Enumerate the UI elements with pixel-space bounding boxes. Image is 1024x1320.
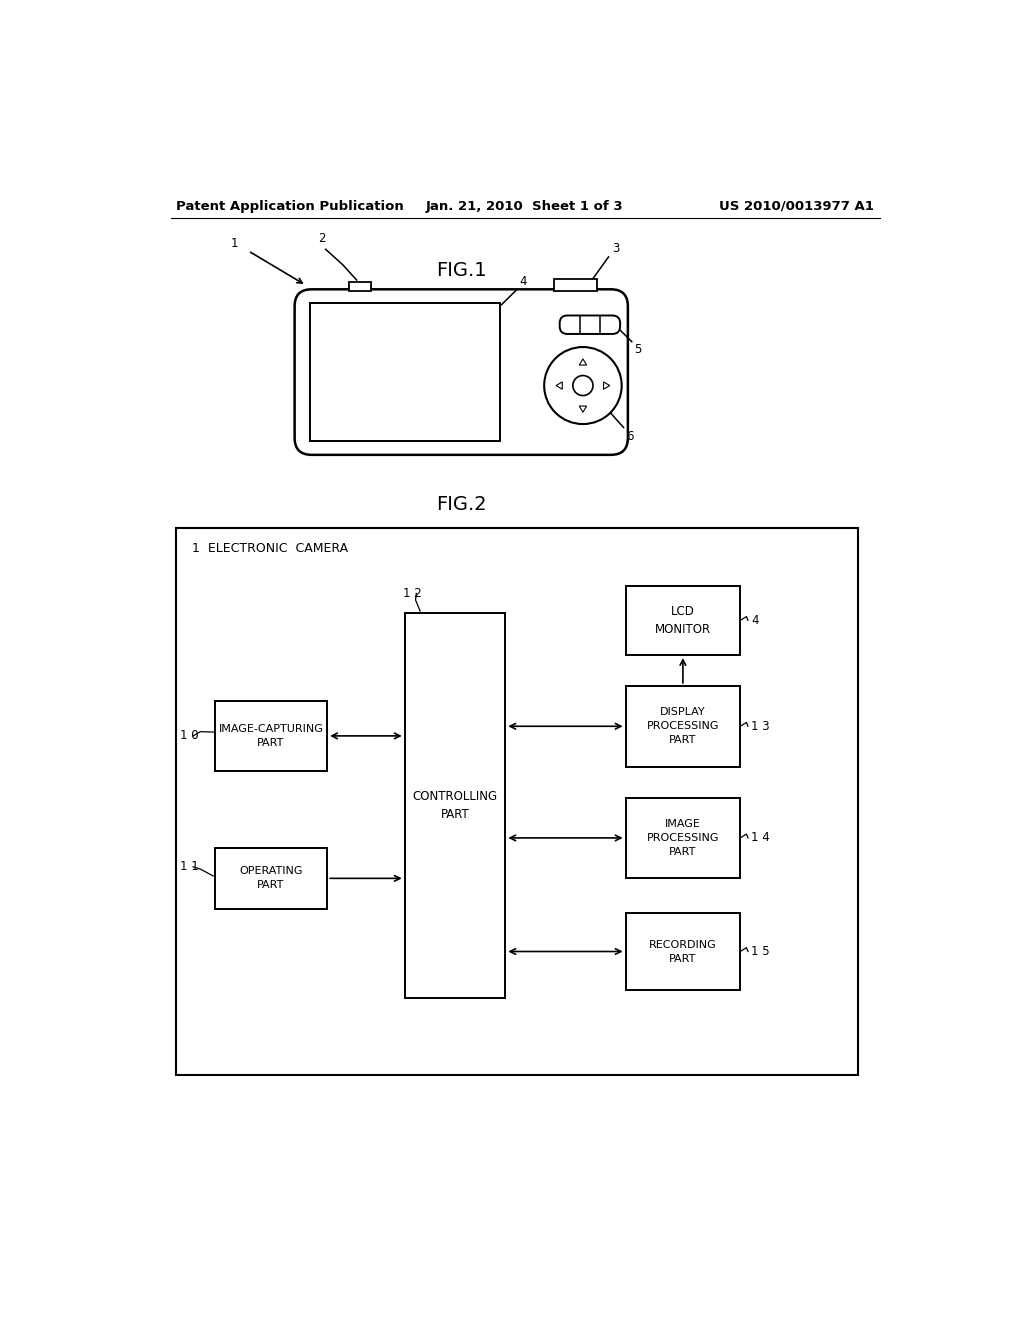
Text: DISPLAY
PROCESSING
PART: DISPLAY PROCESSING PART: [646, 708, 719, 746]
Text: IMAGE
PROCESSING
PART: IMAGE PROCESSING PART: [646, 818, 719, 857]
Text: 1 4: 1 4: [751, 832, 770, 845]
Circle shape: [544, 347, 622, 424]
Text: RECORDING
PART: RECORDING PART: [649, 940, 717, 964]
Bar: [404, 612, 506, 998]
Text: 1 2: 1 2: [403, 587, 422, 601]
Text: 1  ELECTRONIC  CAMERA: 1 ELECTRONIC CAMERA: [191, 543, 348, 554]
Bar: [554, 279, 597, 290]
Bar: [626, 913, 740, 990]
Text: US 2010/0013977 A1: US 2010/0013977 A1: [719, 199, 873, 213]
Text: CONTROLLING
PART: CONTROLLING PART: [413, 789, 498, 821]
Text: 1 3: 1 3: [751, 719, 770, 733]
Text: 1 1: 1 1: [180, 861, 199, 874]
Bar: [215, 701, 328, 771]
Bar: [626, 586, 740, 655]
Text: OPERATING
PART: OPERATING PART: [240, 866, 303, 891]
Bar: [310, 304, 500, 441]
Text: 1 5: 1 5: [751, 945, 770, 958]
FancyBboxPatch shape: [295, 289, 628, 455]
Bar: [349, 281, 371, 290]
Text: 4: 4: [751, 614, 759, 627]
Bar: [215, 847, 328, 909]
Text: 3: 3: [612, 243, 620, 256]
Text: FIG.1: FIG.1: [436, 260, 486, 280]
Text: LCD
MONITOR: LCD MONITOR: [654, 605, 711, 636]
Circle shape: [572, 376, 593, 396]
Text: Jan. 21, 2010  Sheet 1 of 3: Jan. 21, 2010 Sheet 1 of 3: [426, 199, 624, 213]
Text: 4: 4: [519, 275, 527, 288]
Text: FIG.2: FIG.2: [436, 495, 486, 515]
Bar: [176, 528, 858, 1074]
Text: 1 0: 1 0: [180, 730, 199, 742]
Text: 6: 6: [626, 430, 634, 442]
FancyBboxPatch shape: [560, 315, 621, 334]
Bar: [626, 797, 740, 878]
Bar: [626, 686, 740, 767]
Text: IMAGE-CAPTURING
PART: IMAGE-CAPTURING PART: [218, 723, 324, 748]
Text: 2: 2: [318, 231, 326, 244]
Text: Patent Application Publication: Patent Application Publication: [176, 199, 403, 213]
Text: 1: 1: [230, 236, 238, 249]
Text: 5: 5: [634, 343, 641, 356]
